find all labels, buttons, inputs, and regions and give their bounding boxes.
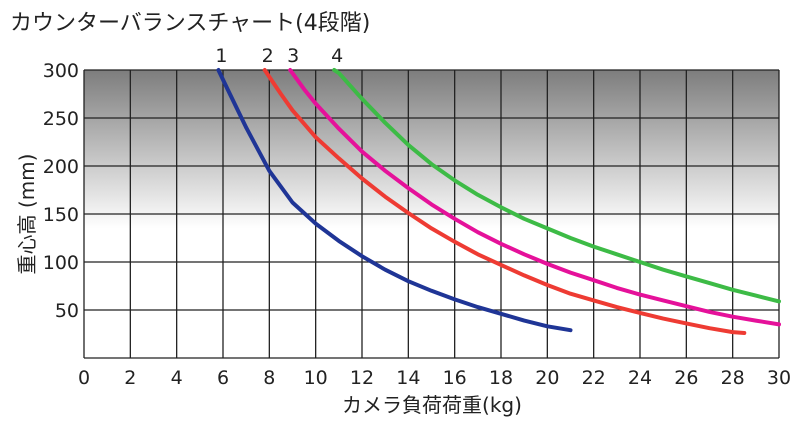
y-axis-label: 重心高 (mm) <box>15 154 39 275</box>
x-tick-label: 10 <box>304 367 328 389</box>
y-tick-label: 150 <box>43 204 79 226</box>
x-axis-label: カメラ負荷荷重(kg) <box>342 393 522 417</box>
x-tick-label: 18 <box>489 367 513 389</box>
series-group <box>216 68 781 335</box>
x-tick-label: 16 <box>443 367 467 389</box>
x-tick-label: 4 <box>171 367 183 389</box>
x-tick-label: 20 <box>535 367 559 389</box>
y-tick-label: 200 <box>43 156 79 178</box>
x-tick-label: 26 <box>674 367 698 389</box>
x-tick-label: 6 <box>217 367 229 389</box>
x-tick-label: 22 <box>582 367 606 389</box>
series-line-2 <box>262 68 747 335</box>
series-line-4 <box>332 68 781 304</box>
x-tick-label: 8 <box>263 367 275 389</box>
curve-label-3: 3 <box>287 45 299 67</box>
y-tick-label: 100 <box>43 252 79 274</box>
curve-label-1: 1 <box>215 45 227 67</box>
chart-title: カウンターバランスチャート(4段階) <box>10 11 370 36</box>
x-tick-label: 2 <box>124 367 136 389</box>
x-tick-labels: 0 2 4 6 8 10 12 14 16 18 20 22 24 26 28 30 <box>78 367 791 389</box>
grid-lines <box>83 69 780 359</box>
curve-label-2: 2 <box>262 45 274 67</box>
x-tick-label: 12 <box>350 367 374 389</box>
curve-label-4: 4 <box>331 45 343 67</box>
x-tick-label: 24 <box>628 367 652 389</box>
x-tick-label: 14 <box>396 367 420 389</box>
series-line-3 <box>288 68 781 327</box>
y-tick-label: 250 <box>43 108 79 130</box>
x-tick-label: 0 <box>78 367 90 389</box>
y-tick-label: 50 <box>55 300 79 322</box>
x-tick-label: 30 <box>767 367 791 389</box>
y-tick-labels: 50 100 150 200 250 300 <box>43 60 79 322</box>
x-tick-label: 28 <box>721 367 745 389</box>
series-line-1 <box>216 68 573 333</box>
y-tick-label: 300 <box>43 60 79 82</box>
